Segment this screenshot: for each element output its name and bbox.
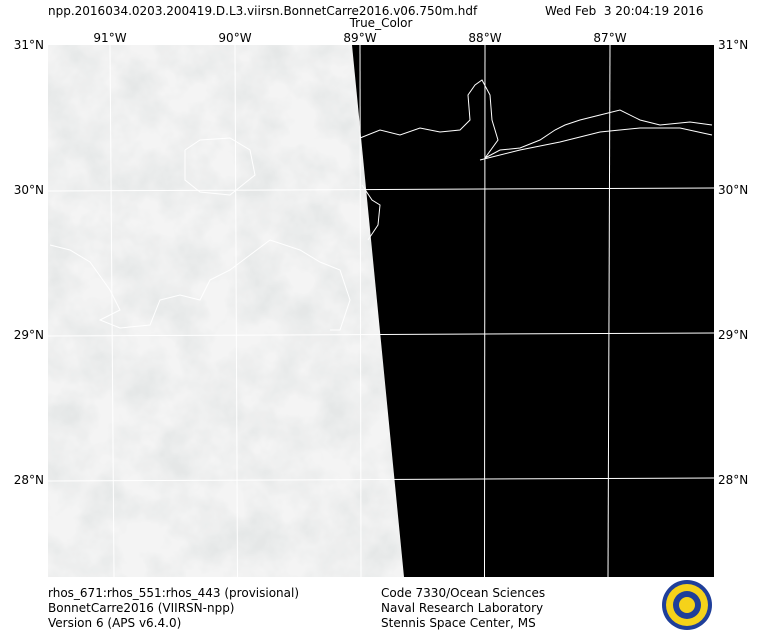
latitude-label: 30°N (14, 183, 44, 197)
nrl-logo (662, 580, 712, 630)
longitude-label: 91°W (93, 31, 126, 45)
latitude-label: 28°N (14, 473, 44, 487)
map (47, 44, 715, 578)
footer-left-line: rhos_671:rhos_551:rhos_443 (provisional) (48, 586, 299, 600)
longitude-line (234, 44, 238, 578)
longitude-line (109, 44, 115, 578)
longitude-label: 89°W (343, 31, 376, 45)
footer-left-line: BonnetCarre2016 (VIIRSN-npp) (48, 601, 235, 615)
cloud-imagery (48, 45, 404, 577)
longitude-line (607, 44, 611, 578)
footer-left-line: Version 6 (APS v6.4.0) (48, 616, 181, 630)
coastline (49, 79, 713, 331)
header-timestamp: Wed Feb 3 20:04:19 2016 (545, 4, 704, 18)
footer: rhos_671:rhos_551:rhos_443 (provisional)… (48, 586, 545, 630)
longitude-label: 88°W (468, 31, 501, 45)
footer-right-line: Stennis Space Center, MS (381, 616, 536, 630)
latitude-label: 28°N (718, 473, 748, 487)
latitude-label: 29°N (718, 328, 748, 342)
latitude-label: 31°N (718, 38, 748, 52)
latitude-label: 30°N (718, 183, 748, 197)
header-filename: npp.2016034.0203.200419.D.L3.viirsn.Bonn… (48, 4, 478, 18)
latitude-line (47, 187, 715, 192)
latitude-label: 29°N (14, 328, 44, 342)
footer-right-line: Naval Research Laboratory (381, 601, 543, 615)
footer-right-line: Code 7330/Ocean Sciences (381, 586, 545, 600)
longitude-line (359, 44, 362, 578)
header-product: True_Color (349, 16, 413, 30)
latitude-line (47, 332, 715, 337)
longitude-line (484, 44, 486, 578)
latitude-label: 31°N (14, 38, 44, 52)
latitude-line (47, 477, 715, 482)
longitude-label: 87°W (593, 31, 626, 45)
longitude-label: 90°W (218, 31, 251, 45)
graticule (47, 44, 715, 578)
